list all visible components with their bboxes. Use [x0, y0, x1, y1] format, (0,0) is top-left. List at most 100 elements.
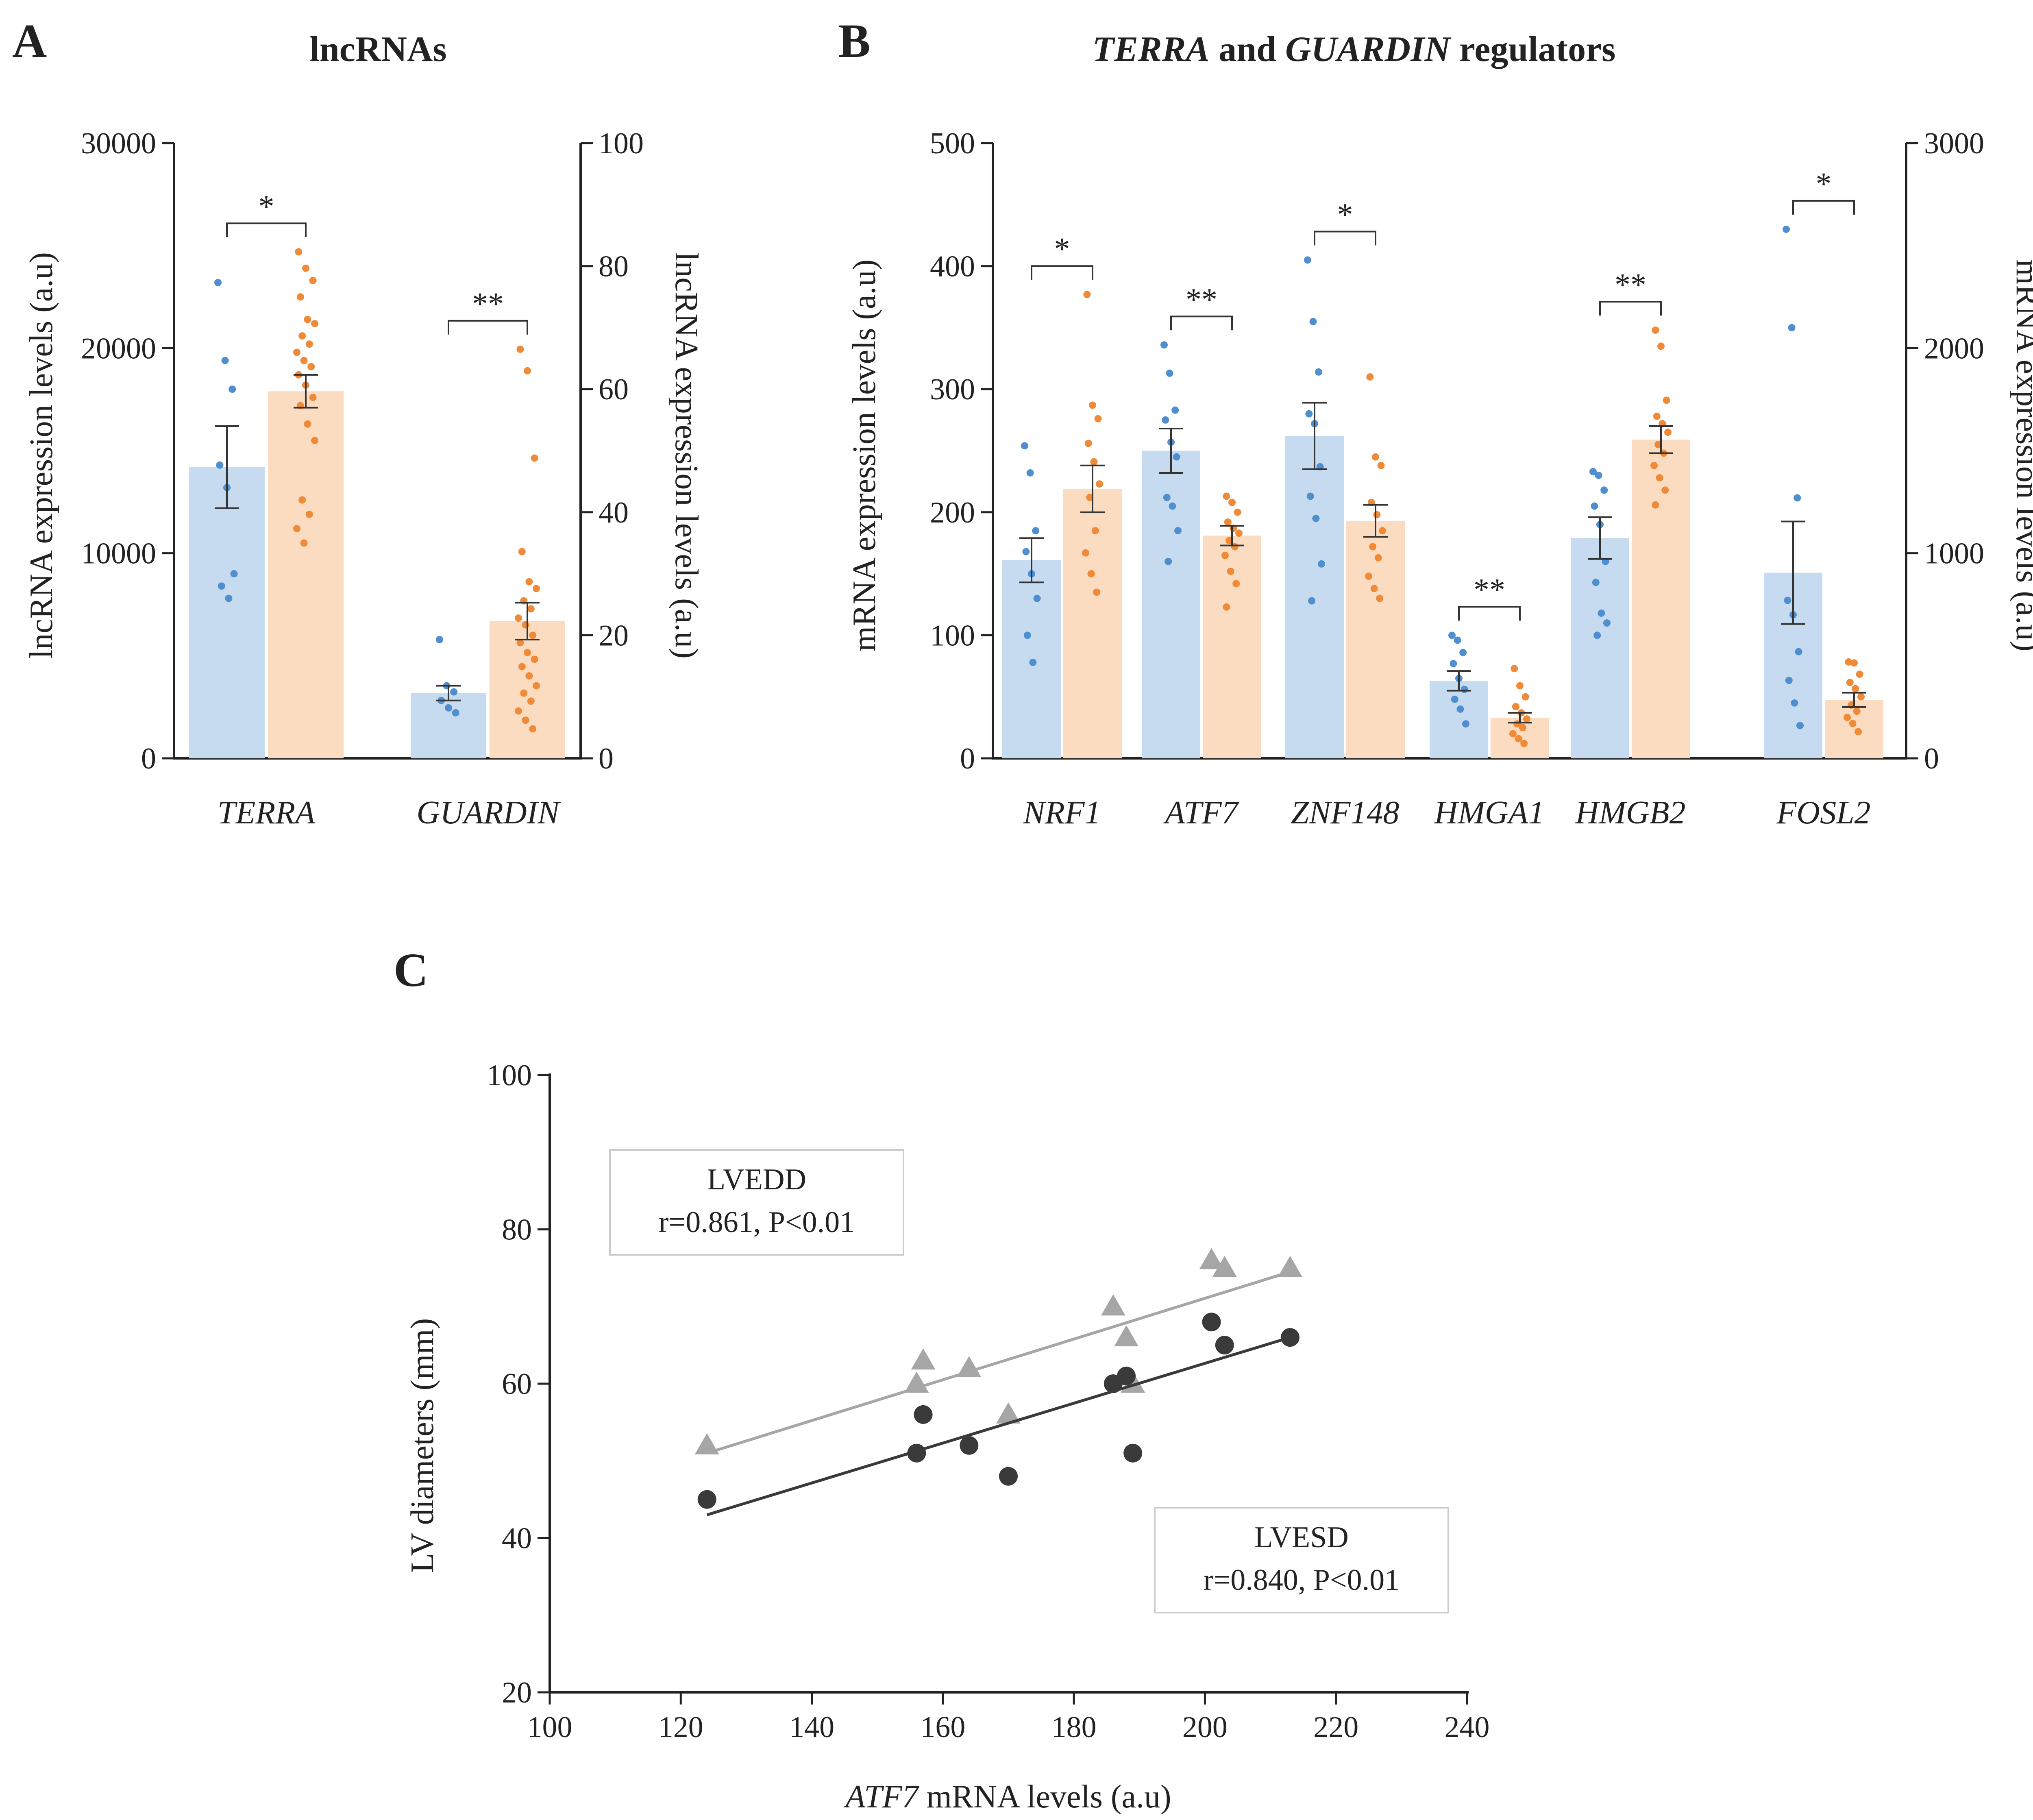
data-point-blue — [1794, 494, 1801, 502]
group-hmgb2: ** HMGB2 — [1571, 267, 1690, 831]
lvedd-stat-box — [609, 1149, 904, 1256]
data-point-orange — [520, 689, 528, 697]
data-point-blue — [1305, 410, 1313, 418]
panel-label-a: A — [12, 14, 47, 67]
data-point-orange — [1512, 703, 1519, 710]
data-point-orange — [1657, 342, 1665, 350]
significance-marker: * — [1816, 166, 1832, 201]
data-point-blue — [230, 570, 238, 578]
y-tick-label: 80 — [502, 1213, 532, 1247]
data-point-orange — [311, 437, 318, 444]
lvesd-point — [960, 1436, 979, 1455]
data-point-blue — [1593, 631, 1601, 639]
panel-c-ticks: 100 120 140 160 180 200 220 240 20 40 60 80 100 — [487, 1059, 1490, 1744]
data-point-orange — [1852, 685, 1859, 692]
data-point-orange — [529, 631, 537, 639]
data-point-orange — [1520, 740, 1528, 747]
panel-a-left-axis-label: lncRNA expression levels (a.u) — [24, 252, 59, 659]
category-label: ATF7 — [1163, 795, 1239, 831]
panel-b-title: TERRA and GUARDIN regulators — [1093, 30, 1616, 69]
x-label-gene: ATF7 — [843, 1779, 919, 1815]
data-point-orange — [1849, 720, 1857, 727]
bar-orange — [1825, 700, 1883, 758]
data-point-orange — [305, 340, 313, 348]
data-point-orange — [1515, 735, 1522, 742]
category-label: HMGB2 — [1575, 795, 1685, 831]
lvesd-point — [1215, 1336, 1234, 1355]
data-point-orange — [518, 663, 526, 671]
x-label-rest: mRNA levels (a.u) — [919, 1779, 1171, 1815]
group-fosl2: * FOSL2 — [1764, 166, 1883, 831]
data-point-orange — [1234, 508, 1241, 516]
left-tick-label: 300 — [930, 373, 975, 406]
x-tick-label: 120 — [658, 1711, 703, 1744]
data-point-orange — [1089, 401, 1096, 409]
significance-marker: ** — [1615, 267, 1646, 302]
data-point-blue — [1592, 579, 1600, 586]
significance-bracket — [1170, 316, 1233, 331]
data-point-orange — [1094, 415, 1102, 422]
right-tick-label: 20 — [599, 619, 629, 652]
lvesd-stat-title: LVESD — [1254, 1521, 1349, 1554]
category-label: NRF1 — [1023, 795, 1101, 831]
data-point-orange — [533, 682, 540, 690]
data-point-orange — [1090, 458, 1098, 466]
data-point-blue — [1462, 720, 1469, 728]
panel-c-x-axis-label: ATF7 mRNA levels (a.u) — [843, 1779, 1171, 1815]
lvesd-point — [1280, 1328, 1299, 1347]
data-point-blue — [1318, 560, 1325, 568]
data-point-orange — [1664, 429, 1672, 436]
category-label: HMGA1 — [1434, 795, 1544, 831]
data-point-blue — [218, 582, 225, 590]
lvedd-stat-title: LVEDD — [707, 1163, 806, 1196]
right-tick-label: 100 — [599, 127, 644, 160]
category-label: TERRA — [218, 795, 316, 831]
data-point-orange — [1369, 543, 1377, 551]
data-point-blue — [436, 636, 443, 643]
bar-blue — [411, 693, 486, 758]
data-point-orange — [516, 345, 524, 353]
data-point-orange — [1519, 724, 1526, 731]
title-and: and — [1210, 30, 1285, 69]
right-tick-label: 3000 — [1924, 127, 1984, 160]
data-point-blue — [1796, 722, 1804, 729]
data-point-orange — [1091, 527, 1099, 535]
data-point-blue — [1033, 594, 1041, 602]
data-point-orange — [1225, 537, 1233, 544]
panel-c-series — [694, 1248, 1302, 1516]
panel-label-b: B — [838, 14, 871, 67]
lvedd-point — [957, 1356, 982, 1378]
bar-blue — [1430, 681, 1488, 758]
data-point-orange — [518, 548, 526, 555]
data-point-orange — [293, 348, 300, 356]
x-tick-label: 200 — [1182, 1711, 1228, 1744]
data-point-orange — [524, 367, 531, 374]
data-point-orange — [525, 578, 533, 586]
x-tick-label: 140 — [789, 1711, 834, 1744]
significance-marker: * — [1337, 196, 1353, 232]
lvedd-point — [1114, 1325, 1139, 1347]
data-point-blue — [1451, 695, 1458, 703]
panel-a-right-axis-label: lncRNA expression levels (a.u) — [668, 252, 704, 659]
lvedd-point — [694, 1433, 719, 1454]
data-point-orange — [516, 639, 524, 647]
panel-b-left-ticks: 0 100 200 300 400 500 — [930, 127, 993, 775]
data-point-blue — [1315, 368, 1323, 376]
data-point-orange — [1370, 585, 1378, 592]
data-point-orange — [1856, 671, 1863, 678]
group-nrf1: * NRF1 — [1002, 231, 1122, 831]
data-point-orange — [309, 276, 317, 284]
group-atf7: ** ATF7 — [1142, 281, 1261, 831]
data-point-blue — [1783, 225, 1790, 233]
data-point-orange — [1521, 693, 1529, 701]
data-point-blue — [1595, 472, 1602, 479]
data-point-blue — [1448, 631, 1456, 639]
group-terra: * TERRA — [189, 188, 344, 831]
data-point-orange — [1845, 658, 1852, 666]
data-point-blue — [1171, 406, 1179, 414]
significance-bracket — [1314, 231, 1376, 246]
left-tick-label: 20000 — [81, 332, 156, 365]
significance-bracket — [1599, 300, 1662, 316]
lvedd-point — [1101, 1294, 1125, 1316]
